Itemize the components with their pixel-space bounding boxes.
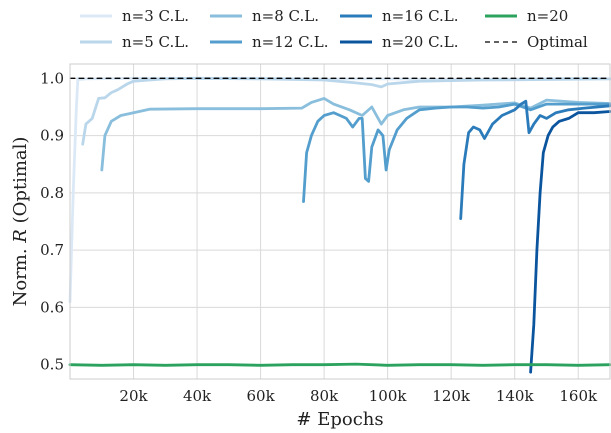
- x-tick-label: 80k: [310, 387, 339, 405]
- series-line-n-20-c-l: [529, 110, 611, 374]
- x-tick-label: 20k: [119, 387, 148, 405]
- y-tick-label: 0.6: [40, 298, 64, 316]
- legend-label: n=20 C.L.: [382, 33, 459, 51]
- x-tick-labels: 20k 40k 60k 80k 100k 120k 140k 160k: [119, 387, 598, 405]
- y-tick-label: 0.9: [40, 127, 64, 145]
- y-tick-label: 0.7: [40, 241, 64, 259]
- series-line-n-16-c-l: [459, 99, 611, 220]
- grid: [70, 64, 610, 379]
- x-tick-label: 40k: [183, 387, 212, 405]
- x-tick-label: 100k: [369, 387, 408, 405]
- y-tick-labels: 0.5 0.6 0.7 0.8 0.9 1.0: [40, 69, 64, 373]
- legend: n=3 C.L. n=5 C.L. n=8 C.L. n=12 C.L. n=16 C.…: [80, 7, 588, 51]
- series-line-n-5-c-l: [81, 76, 611, 146]
- y-tick-label: 0.8: [40, 184, 64, 202]
- series-line-n-20: [68, 362, 611, 367]
- series-line-n-8-c-l: [100, 97, 611, 172]
- legend-label: n=3 C.L.: [122, 7, 189, 25]
- y-tick-label: 1.0: [40, 69, 64, 87]
- x-axis-label: # Epochs: [296, 409, 383, 430]
- x-tick-label: 60k: [246, 387, 275, 405]
- series-line-n-12-c-l: [302, 102, 611, 203]
- x-tick-label: 120k: [432, 387, 471, 405]
- y-tick-label: 0.5: [40, 356, 64, 374]
- series-layer: [68, 76, 611, 374]
- legend-label: n=5 C.L.: [122, 33, 189, 51]
- x-tick-label: 160k: [559, 387, 598, 405]
- series-line-n-3-c-l: [68, 76, 611, 304]
- legend-label: n=8 C.L.: [252, 7, 319, 25]
- legend-label: n=12 C.L.: [252, 33, 329, 51]
- legend-label: n=16 C.L.: [382, 7, 459, 25]
- y-axis-label: Norm. R (Optimal): [10, 137, 31, 307]
- plot-frame: [69, 63, 611, 380]
- x-tick-label: 140k: [496, 387, 535, 405]
- legend-label: Optimal: [527, 33, 588, 51]
- legend-label: n=20: [527, 7, 568, 25]
